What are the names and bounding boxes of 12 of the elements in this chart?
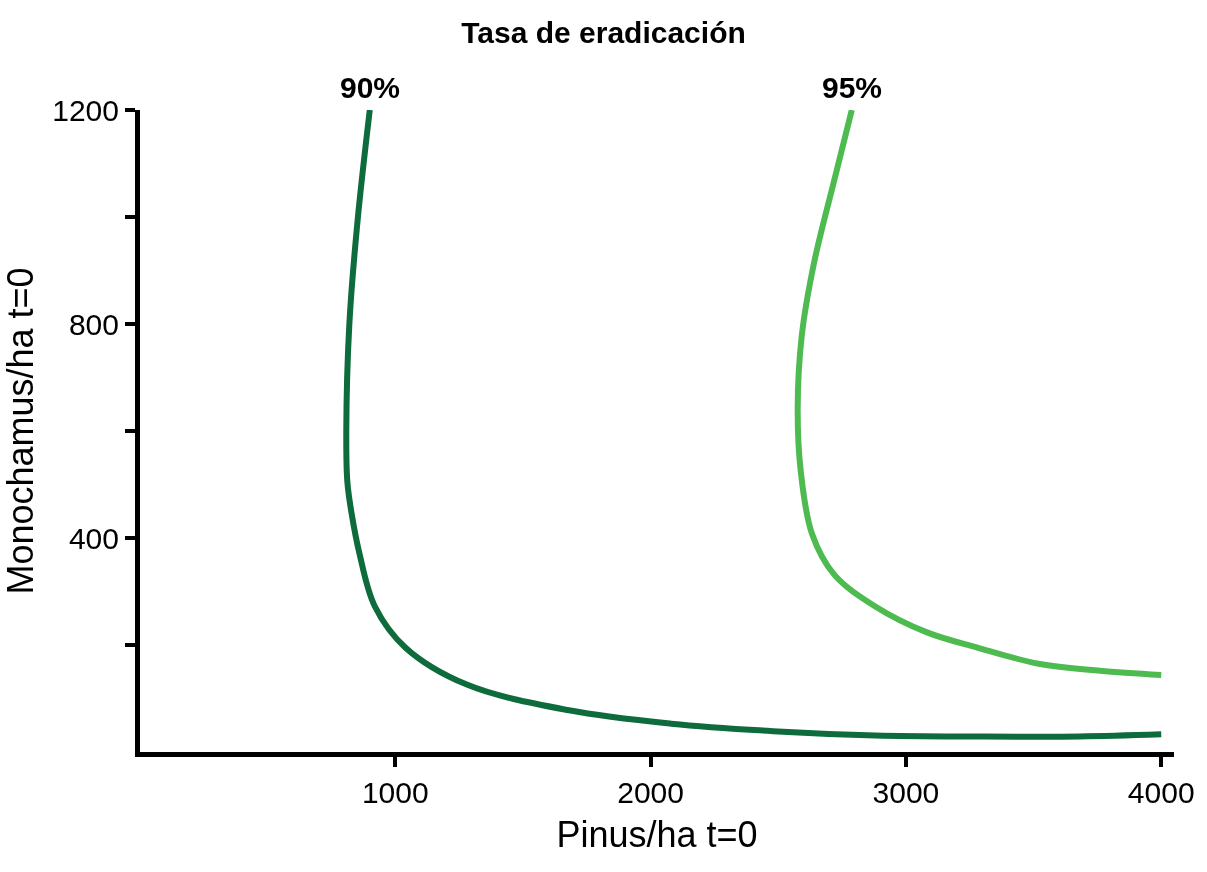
x-tick-label: 4000	[1127, 776, 1195, 809]
x-tick-label: 1000	[361, 776, 429, 809]
x-tick-label: 3000	[872, 776, 940, 809]
series-label: 90%	[340, 71, 401, 104]
chart-title: Tasa de eradicación	[461, 15, 746, 49]
series-label: 95%	[822, 71, 883, 104]
y-tick-label: 800	[68, 307, 119, 341]
y-axis-title: Monochamus/ha t=0	[0, 267, 41, 595]
y-tick-label: 1200	[52, 93, 119, 127]
x-axis-title: Pinus/ha t=0	[556, 813, 758, 855]
x-tick-label: 2000	[617, 776, 684, 809]
y-tick-label: 400	[68, 521, 119, 555]
